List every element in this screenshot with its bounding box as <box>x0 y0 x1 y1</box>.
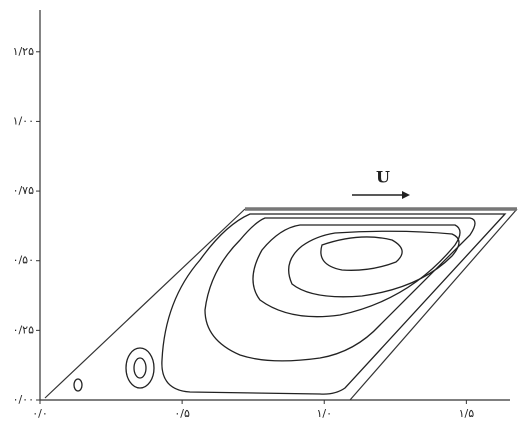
corner-eddy <box>133 357 147 379</box>
streamline <box>252 224 461 318</box>
streamline <box>204 217 476 362</box>
streamline <box>288 230 460 298</box>
y-tick-label: ۰/۲۵ <box>13 323 35 336</box>
cavity: U <box>44 168 518 401</box>
y-tick-label: ۱/۰۰ <box>13 114 34 127</box>
corner-eddy <box>73 378 83 392</box>
left-wall <box>44 208 246 399</box>
x-tick-label: ۱/۰ <box>316 407 332 420</box>
streamline <box>320 236 403 271</box>
y-tick-label: ۱/۲۵ <box>13 45 35 58</box>
x-tick-label: ۱/۵ <box>459 407 475 420</box>
y-tick-label: ۰/۵۰ <box>13 254 34 267</box>
y-tick-label: ۰/۷۵ <box>13 184 35 197</box>
corner-eddy <box>125 347 155 389</box>
arrow-head <box>402 191 410 199</box>
x-tick-label: ۰/۰ <box>32 407 48 420</box>
x-tick-label: ۰/۵ <box>174 407 190 420</box>
right-wall <box>349 208 518 401</box>
y-tick-label: ۰/۰۰ <box>13 393 34 406</box>
streamline <box>161 213 507 395</box>
annotation: U <box>376 168 390 187</box>
